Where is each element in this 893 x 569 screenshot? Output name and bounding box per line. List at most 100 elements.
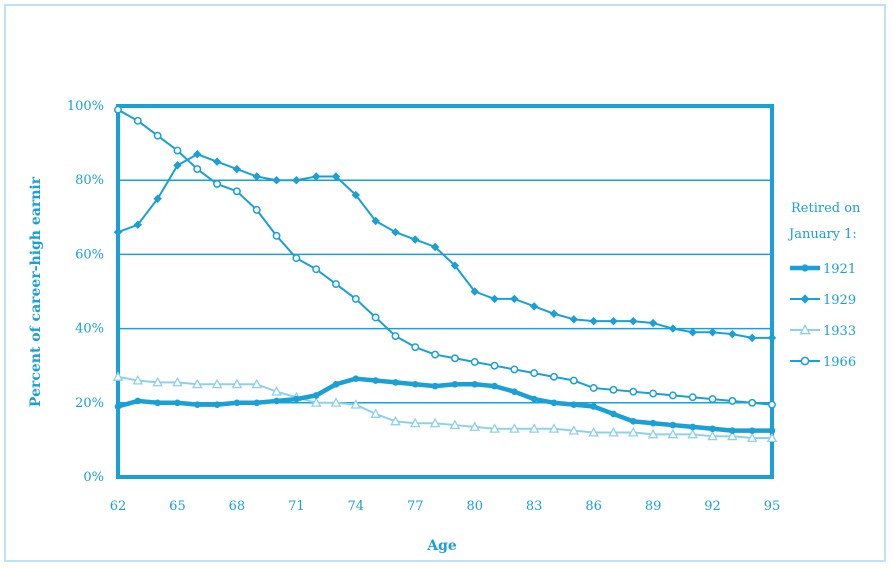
data-point [429, 417, 441, 428]
y-tick-label: 20% [75, 396, 104, 411]
data-point [173, 161, 182, 170]
data-point [153, 194, 162, 203]
data-point [688, 328, 697, 337]
data-point [570, 401, 578, 408]
data-point [311, 172, 321, 181]
data-point [470, 358, 479, 366]
data-point [112, 371, 124, 381]
series-line [117, 376, 772, 433]
data-point [708, 328, 717, 337]
data-point [588, 426, 599, 437]
data-point [252, 205, 261, 214]
data-point [766, 432, 778, 443]
data-point [550, 399, 558, 407]
x-tick-label: 83 [526, 499, 543, 514]
data-point [232, 164, 242, 174]
data-point [272, 231, 281, 240]
data-point [708, 395, 717, 404]
data-point [273, 397, 280, 405]
data-point [153, 131, 162, 140]
y-tick-label: 60% [75, 247, 104, 262]
x-tick-label: 62 [110, 499, 127, 514]
data-point [729, 427, 736, 434]
grid-lines [118, 179, 772, 404]
data-point [409, 417, 421, 428]
data-point [649, 419, 657, 427]
data-point [688, 393, 697, 402]
data-point [271, 386, 282, 396]
data-point [332, 280, 340, 289]
data-point [707, 430, 718, 441]
data-point [767, 333, 777, 343]
data-point [491, 382, 498, 390]
data-point [372, 377, 379, 384]
data-point [411, 380, 419, 388]
legend-item-1929: 1929 [790, 293, 856, 308]
data-point [211, 378, 223, 389]
x-tick-label: 89 [645, 499, 662, 514]
data-point [133, 220, 143, 229]
data-point [610, 410, 617, 418]
data-point [253, 399, 261, 407]
data-point [748, 427, 756, 434]
data-point [213, 179, 222, 188]
series-line [117, 375, 772, 440]
legend-items: 1921 1929 1933 1966 [790, 262, 856, 370]
data-point [292, 254, 301, 263]
data-point [174, 399, 181, 407]
data-point [589, 316, 598, 326]
data-point [272, 176, 281, 185]
plot-area [116, 104, 774, 479]
series-1966 [114, 105, 776, 409]
y-tick-label: 40% [75, 322, 104, 337]
x-tick-label: 71 [288, 499, 305, 514]
data-point [469, 421, 481, 431]
data-point [310, 397, 322, 407]
series-1933 [112, 371, 778, 443]
data-point [152, 376, 163, 387]
data-point [411, 235, 420, 244]
data-point [371, 216, 380, 226]
data-point [351, 294, 360, 303]
y-tick-label: 100% [67, 99, 104, 114]
data-point [608, 426, 619, 437]
data-point [568, 425, 580, 435]
data-point [114, 105, 122, 114]
data-point [629, 418, 637, 425]
data-point [213, 401, 221, 408]
data-point [800, 294, 810, 304]
data-point [173, 146, 182, 155]
x-tick-label: 80 [466, 499, 483, 514]
data-point [728, 329, 737, 339]
x-tick-label: 92 [704, 499, 721, 514]
data-point [411, 343, 420, 352]
legend: Retired on January 1: 1921 1929 1933 1966 [787, 201, 861, 370]
data-point [312, 265, 321, 274]
x-tick-label: 68 [229, 499, 246, 514]
y-tick-label: 80% [75, 173, 104, 188]
data-point [549, 309, 559, 318]
data-point [800, 356, 810, 366]
series-1921 [114, 375, 776, 434]
series-line [117, 153, 772, 339]
x-tick-label: 65 [169, 499, 186, 514]
x-axis-ticks: 62 65 68 71 74 77 80 83 86 89 92 95 [110, 499, 781, 514]
data-point [231, 378, 243, 389]
x-tick-label: 86 [585, 499, 602, 514]
data-point [629, 387, 638, 396]
x-tick-label: 95 [764, 499, 781, 514]
data-point [470, 287, 479, 296]
data-point [609, 316, 618, 326]
series-1929 [113, 150, 777, 343]
data-point [668, 324, 678, 333]
legend-title-line2: January 1: [787, 227, 857, 242]
data-point [371, 313, 380, 322]
data-point [191, 378, 203, 389]
data-point [799, 324, 811, 335]
data-point [709, 425, 716, 433]
data-point [727, 430, 738, 441]
data-point [352, 375, 360, 382]
data-point [510, 294, 519, 304]
data-point [687, 428, 699, 439]
data-point [728, 396, 737, 405]
